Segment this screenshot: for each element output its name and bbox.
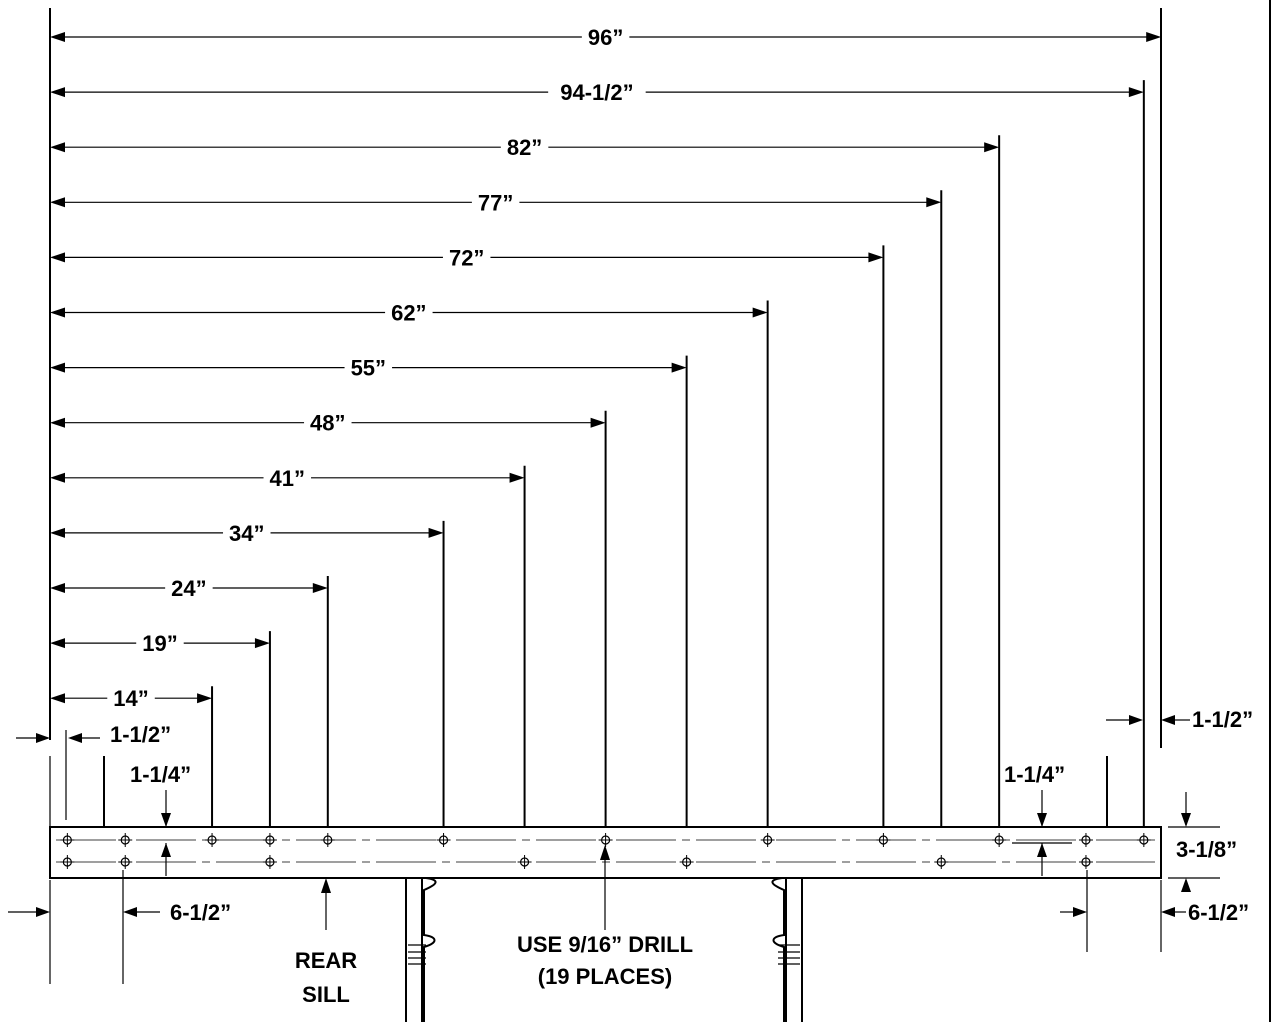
drill-hole — [1136, 833, 1151, 847]
right-bottom-offset-label: 6-1/2” — [1188, 900, 1249, 925]
dimension-2: 82” — [50, 135, 1001, 827]
arrowhead-left — [50, 252, 65, 263]
drill-hole — [436, 833, 451, 847]
dimension-label: 48” — [310, 411, 345, 436]
arrowhead-right — [868, 252, 884, 263]
drill-hole — [934, 855, 949, 869]
right-hole-spacing-dimension — [1012, 790, 1072, 876]
drill-holes — [56, 833, 1155, 869]
dimension-label: 19” — [142, 631, 177, 656]
drill-hole — [598, 833, 613, 847]
drill-hole — [320, 833, 335, 847]
right-edge-offset-label: 1-1/2” — [1192, 707, 1253, 732]
dimension-0: 96” — [50, 25, 1162, 50]
arrowhead-right — [671, 362, 687, 373]
arrowhead-left — [50, 583, 65, 593]
dimension-label: 94-1/2” — [560, 80, 633, 105]
dimension-9: 34” — [50, 520, 445, 827]
arrowhead-right — [1128, 87, 1144, 98]
drill-hole — [679, 855, 694, 869]
dimension-label: 14” — [113, 686, 148, 711]
dimension-label: 62” — [391, 301, 426, 326]
dimension-10: 24” — [50, 576, 329, 827]
arrowhead-left — [50, 362, 65, 373]
drill-hole — [118, 855, 133, 869]
left-bottom-offset-dimension — [8, 870, 160, 984]
drill-hole — [118, 833, 133, 847]
drill-hole — [517, 855, 532, 869]
drill-note-line1: USE 9/16” DRILL — [517, 932, 693, 957]
dimension-12: 14” — [50, 686, 214, 827]
drill-hole — [262, 855, 277, 869]
drill-note-leader — [600, 845, 610, 930]
dimension-label: 82” — [507, 135, 542, 160]
dimension-11: 19” — [50, 631, 271, 827]
drill-hole — [760, 833, 775, 847]
rear-sill-label-line1: REAR — [295, 948, 357, 973]
dimension-label: 96” — [588, 25, 623, 50]
drill-hole — [1078, 855, 1093, 869]
dimension-1: 94-1/2” — [50, 80, 1145, 827]
arrowhead-right — [984, 142, 1000, 153]
arrowhead-left — [50, 527, 65, 538]
arrowhead-left — [50, 417, 65, 428]
drill-hole — [60, 833, 75, 847]
arrowhead-right — [254, 638, 270, 649]
dimension-4: 72” — [50, 245, 885, 827]
left-hole-spacing-label: 1-1/4” — [130, 762, 191, 787]
dimension-label: 41” — [270, 466, 305, 491]
arrowhead-right — [1146, 32, 1162, 42]
arrowhead-right — [197, 693, 213, 704]
sill-height-label: 3-1/8” — [1176, 837, 1237, 862]
dimension-3: 77” — [50, 190, 943, 827]
dimension-label: 77” — [478, 190, 513, 215]
arrowhead-right — [509, 472, 525, 483]
drill-hole — [876, 833, 891, 847]
right-edge-offset-dimension — [1106, 715, 1190, 827]
arrowhead-left — [50, 32, 65, 42]
left-edge-offset-dimension — [16, 730, 105, 827]
left-edge-offset-label: 1-1/2” — [110, 722, 171, 747]
right-hole-spacing-label: 1-1/4” — [1004, 762, 1065, 787]
dimension-label: 24” — [171, 576, 206, 601]
dimension-5: 62” — [50, 300, 769, 827]
dimension-6: 55” — [50, 355, 688, 827]
dimension-lines: 96” 94-1/2” 82” 77” 72” 62” 55” 48” 41” 34” 24” 19”… — [50, 25, 1162, 827]
arrowhead-right — [590, 417, 606, 428]
drill-hole — [992, 833, 1007, 847]
rear-sill-label-line2: SILL — [302, 982, 350, 1007]
arrowhead-left — [50, 197, 65, 208]
arrowhead-left — [50, 472, 65, 483]
arrowhead-left — [50, 142, 65, 153]
arrowhead-right — [428, 527, 444, 538]
arrowhead-left — [50, 307, 65, 318]
right-bottom-offset-dimension — [1060, 870, 1186, 952]
arrowhead-right — [926, 197, 942, 208]
left-hole-spacing-dimension — [161, 790, 171, 876]
arrowhead-left — [50, 693, 65, 704]
arrowhead-right — [312, 583, 328, 593]
drill-hole — [205, 833, 220, 847]
dimension-label: 72” — [449, 245, 484, 270]
drill-hole — [1078, 833, 1093, 847]
drill-note-line2: (19 PLACES) — [538, 964, 672, 989]
arrowhead-left — [50, 638, 65, 649]
dimension-8: 41” — [50, 465, 526, 827]
left-bottom-offset-label: 6-1/2” — [170, 900, 231, 925]
left-cross-member — [405, 877, 437, 1022]
dimension-7: 48” — [50, 410, 607, 827]
arrowhead-left — [50, 87, 65, 98]
dimension-label: 55” — [351, 356, 386, 381]
right-cross-member — [771, 877, 803, 1022]
dimension-label: 34” — [229, 521, 264, 546]
drill-hole — [262, 833, 277, 847]
sill-height-dimension — [1168, 792, 1220, 892]
drill-hole — [60, 855, 75, 869]
arrowhead-right — [752, 307, 768, 318]
rear-sill-leader — [321, 878, 331, 930]
